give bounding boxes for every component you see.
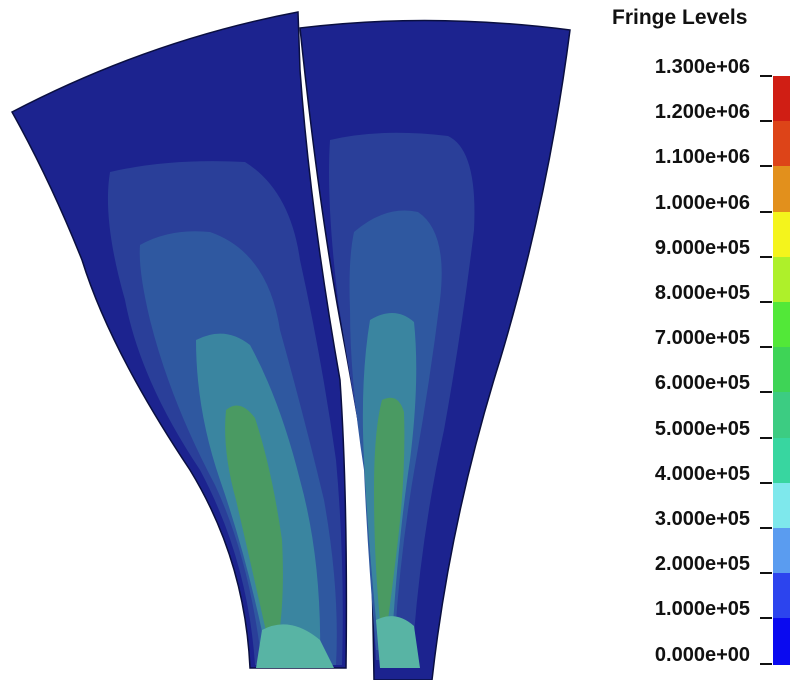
legend-color-band — [773, 392, 790, 439]
legend-level-label: 7.000e+05 — [654, 327, 750, 350]
legend-level-label: 1.100e+06 — [654, 146, 750, 169]
legend-level-label: 9.000e+05 — [654, 236, 750, 259]
legend-color-band — [773, 528, 790, 575]
legend-tick — [760, 662, 772, 665]
left-blade-core — [225, 405, 283, 640]
legend-color-band — [773, 573, 790, 620]
legend-tick — [760, 481, 772, 484]
legend-level-label: 3.000e+05 — [654, 508, 750, 530]
legend-color-band — [773, 437, 790, 484]
legend-tick — [760, 617, 772, 620]
legend-color-band — [773, 347, 790, 394]
legend-level-label: 2.000e+05 — [654, 553, 750, 576]
legend-color-band — [773, 256, 790, 303]
legend-level-label: 1.000e+05 — [654, 598, 750, 621]
legend-color-band — [773, 211, 790, 258]
legend-tick — [760, 210, 772, 213]
legend-color-band — [773, 482, 790, 529]
model-viewport[interactable] — [0, 0, 600, 681]
legend-tick — [760, 301, 772, 303]
legend-level-label: 6.000e+05 — [654, 372, 750, 395]
legend-tick — [760, 527, 772, 529]
right-blade-core — [374, 397, 405, 620]
legend-color-band — [773, 166, 790, 213]
legend-tick — [760, 120, 772, 123]
legend-color-band — [773, 302, 790, 349]
legend-level-label: 5.000e+05 — [654, 417, 750, 440]
legend-tick — [760, 572, 772, 575]
legend-color-band — [773, 121, 790, 168]
legend-tick — [760, 436, 772, 439]
fringe-legend: Fringe Levels 1.300e+06 1.200e+06 1.100e+0… — [600, 0, 790, 680]
legend-level-label: 0.000e+00 — [654, 643, 750, 666]
legend-color-band — [773, 618, 790, 665]
legend-level-label: 4.000e+05 — [654, 462, 750, 485]
legend-tick — [760, 346, 772, 349]
legend-level-label: 1.200e+06 — [654, 101, 750, 124]
legend-tick — [760, 165, 772, 168]
legend-level-label: 1.300e+06 — [654, 56, 750, 78]
legend-title: Fringe Levels — [612, 6, 748, 29]
left-blade-tip — [256, 624, 334, 668]
legend-level-label: 1.000e+06 — [654, 191, 750, 214]
legend-tick — [760, 255, 772, 258]
legend-tick — [760, 391, 772, 394]
left-blade — [10, 11, 348, 669]
right-blade — [299, 19, 571, 681]
legend-tick — [760, 75, 772, 77]
legend-color-band — [773, 76, 790, 123]
legend-level-label: 8.000e+05 — [654, 282, 750, 304]
right-blade-tip — [376, 616, 420, 668]
blade-contour-plot — [10, 11, 571, 681]
